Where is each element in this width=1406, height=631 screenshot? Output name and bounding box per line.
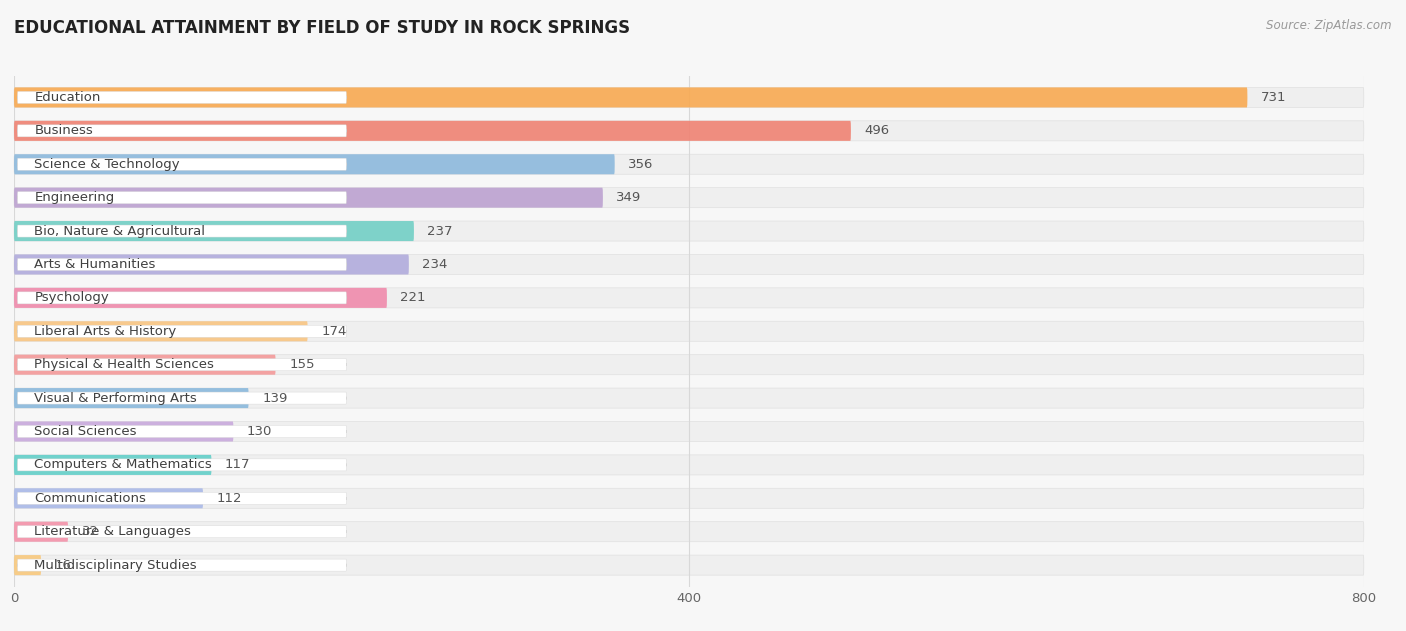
Text: 155: 155 xyxy=(290,358,315,371)
FancyBboxPatch shape xyxy=(17,292,346,304)
FancyBboxPatch shape xyxy=(14,254,1364,274)
FancyBboxPatch shape xyxy=(17,526,346,538)
FancyBboxPatch shape xyxy=(14,288,387,308)
Text: Physical & Health Sciences: Physical & Health Sciences xyxy=(34,358,214,371)
Text: 16: 16 xyxy=(55,558,72,572)
Text: 496: 496 xyxy=(865,124,890,138)
FancyBboxPatch shape xyxy=(14,121,1364,141)
FancyBboxPatch shape xyxy=(14,555,41,575)
FancyBboxPatch shape xyxy=(14,555,1364,575)
Text: 112: 112 xyxy=(217,492,242,505)
Text: Visual & Performing Arts: Visual & Performing Arts xyxy=(34,392,197,404)
FancyBboxPatch shape xyxy=(14,221,413,241)
Text: 356: 356 xyxy=(628,158,654,171)
Text: Liberal Arts & History: Liberal Arts & History xyxy=(34,325,177,338)
FancyBboxPatch shape xyxy=(14,88,1247,107)
Text: Computers & Mathematics: Computers & Mathematics xyxy=(34,458,212,471)
Text: 349: 349 xyxy=(616,191,641,204)
FancyBboxPatch shape xyxy=(14,422,233,442)
FancyBboxPatch shape xyxy=(14,488,1364,509)
FancyBboxPatch shape xyxy=(14,288,1364,308)
FancyBboxPatch shape xyxy=(14,154,614,174)
Text: EDUCATIONAL ATTAINMENT BY FIELD OF STUDY IN ROCK SPRINGS: EDUCATIONAL ATTAINMENT BY FIELD OF STUDY… xyxy=(14,19,630,37)
FancyBboxPatch shape xyxy=(14,187,603,208)
FancyBboxPatch shape xyxy=(14,355,276,375)
FancyBboxPatch shape xyxy=(14,388,1364,408)
FancyBboxPatch shape xyxy=(14,455,1364,475)
Text: 237: 237 xyxy=(427,225,453,237)
Text: Business: Business xyxy=(34,124,93,138)
FancyBboxPatch shape xyxy=(17,559,346,571)
Text: 139: 139 xyxy=(262,392,287,404)
FancyBboxPatch shape xyxy=(17,325,346,338)
Text: Bio, Nature & Agricultural: Bio, Nature & Agricultural xyxy=(34,225,205,237)
Text: Social Sciences: Social Sciences xyxy=(34,425,136,438)
FancyBboxPatch shape xyxy=(17,192,346,204)
Text: 174: 174 xyxy=(321,325,346,338)
FancyBboxPatch shape xyxy=(17,392,346,404)
Text: Psychology: Psychology xyxy=(34,292,110,304)
Text: 234: 234 xyxy=(422,258,447,271)
FancyBboxPatch shape xyxy=(17,358,346,370)
Text: Source: ZipAtlas.com: Source: ZipAtlas.com xyxy=(1267,19,1392,32)
Text: Engineering: Engineering xyxy=(34,191,114,204)
Text: 731: 731 xyxy=(1261,91,1286,104)
Text: Education: Education xyxy=(34,91,101,104)
Text: 32: 32 xyxy=(82,525,98,538)
FancyBboxPatch shape xyxy=(14,187,1364,208)
FancyBboxPatch shape xyxy=(17,158,346,170)
FancyBboxPatch shape xyxy=(17,459,346,471)
FancyBboxPatch shape xyxy=(14,522,1364,542)
Text: Arts & Humanities: Arts & Humanities xyxy=(34,258,156,271)
FancyBboxPatch shape xyxy=(14,388,249,408)
Text: 117: 117 xyxy=(225,458,250,471)
FancyBboxPatch shape xyxy=(14,154,1364,174)
FancyBboxPatch shape xyxy=(14,88,1364,107)
FancyBboxPatch shape xyxy=(14,121,851,141)
FancyBboxPatch shape xyxy=(17,259,346,271)
FancyBboxPatch shape xyxy=(14,522,67,542)
FancyBboxPatch shape xyxy=(17,125,346,137)
Text: 130: 130 xyxy=(247,425,273,438)
FancyBboxPatch shape xyxy=(14,422,1364,442)
FancyBboxPatch shape xyxy=(17,225,346,237)
FancyBboxPatch shape xyxy=(14,321,1364,341)
FancyBboxPatch shape xyxy=(14,455,211,475)
FancyBboxPatch shape xyxy=(14,221,1364,241)
FancyBboxPatch shape xyxy=(14,321,308,341)
FancyBboxPatch shape xyxy=(17,492,346,504)
FancyBboxPatch shape xyxy=(17,425,346,437)
Text: Literature & Languages: Literature & Languages xyxy=(34,525,191,538)
Text: Communications: Communications xyxy=(34,492,146,505)
FancyBboxPatch shape xyxy=(14,254,409,274)
FancyBboxPatch shape xyxy=(14,488,202,509)
FancyBboxPatch shape xyxy=(17,91,346,103)
Text: 221: 221 xyxy=(401,292,426,304)
Text: Multidisciplinary Studies: Multidisciplinary Studies xyxy=(34,558,197,572)
FancyBboxPatch shape xyxy=(14,355,1364,375)
Text: Science & Technology: Science & Technology xyxy=(34,158,180,171)
